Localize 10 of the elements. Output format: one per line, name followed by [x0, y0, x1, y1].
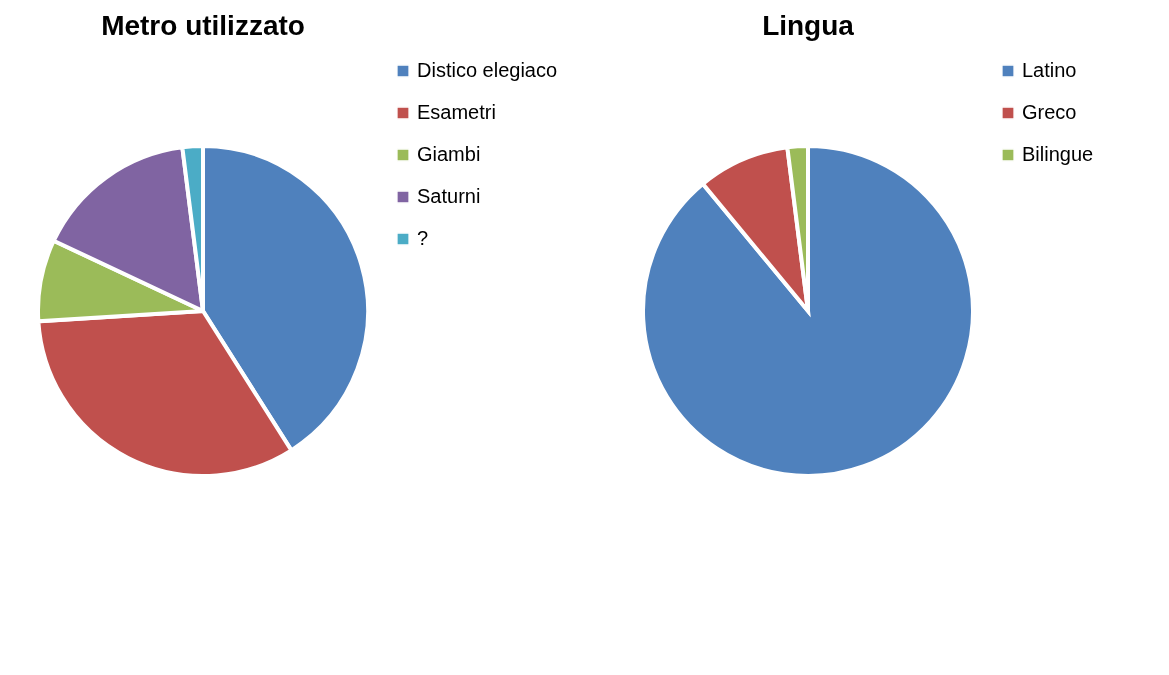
legend-label: Greco: [1022, 101, 1077, 123]
legend-label: Distico elegiaco: [417, 59, 558, 81]
legend-label: ?: [417, 227, 429, 249]
chart-title: Metro utilizzato: [101, 10, 305, 41]
legend-label: Esametri: [417, 101, 496, 123]
legend-label: Bilingue: [1022, 143, 1094, 165]
legend-label: Giambi: [417, 143, 481, 165]
legend-label: Saturni: [417, 185, 481, 207]
legend-label: Latino: [1022, 59, 1077, 81]
chart-title: Lingua: [762, 10, 855, 41]
